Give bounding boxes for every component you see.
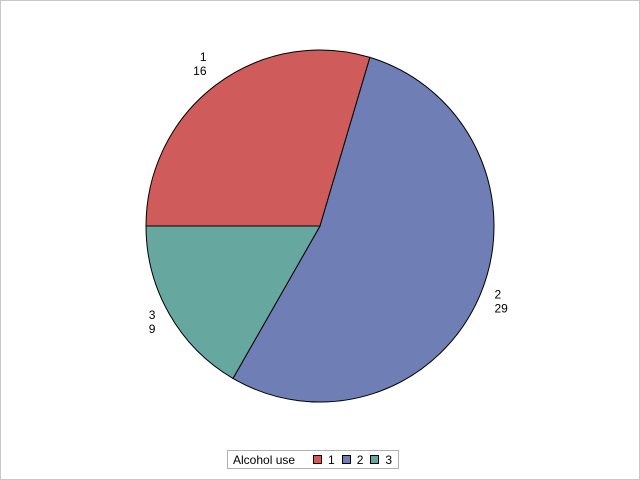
legend-entry-3: 3 [370, 453, 392, 467]
legend-label-2: 2 [356, 452, 364, 467]
pie-labels: 116 229 39 [149, 50, 508, 336]
legend-entry-2: 2 [341, 452, 364, 467]
legend-swatch-3 [370, 455, 380, 464]
slice-value-label-2: 29 [494, 301, 508, 315]
legend-label-1: 1 [328, 452, 335, 467]
slice-category-label-2: 2 [494, 287, 501, 301]
legend-label-3: 3 [385, 452, 393, 467]
slice-value-label-1: 16 [193, 64, 207, 78]
slice-category-label-1: 1 [200, 50, 207, 64]
legend-title: Alcohol use [233, 452, 296, 467]
legend: Alcohol use 1 2 3 [227, 450, 400, 469]
legend-swatch-1 [313, 455, 323, 464]
pie-slice-2 [232, 56, 495, 403]
pie-slice-1 [145, 49, 371, 227]
legend-swatch-2 [341, 455, 351, 464]
slice-value-label-3: 9 [149, 322, 156, 336]
slice-category-label-3: 3 [149, 308, 156, 322]
pie-slice-3 [145, 225, 321, 380]
legend-entry-1: 1 [313, 453, 335, 467]
pie-slices [145, 49, 495, 403]
